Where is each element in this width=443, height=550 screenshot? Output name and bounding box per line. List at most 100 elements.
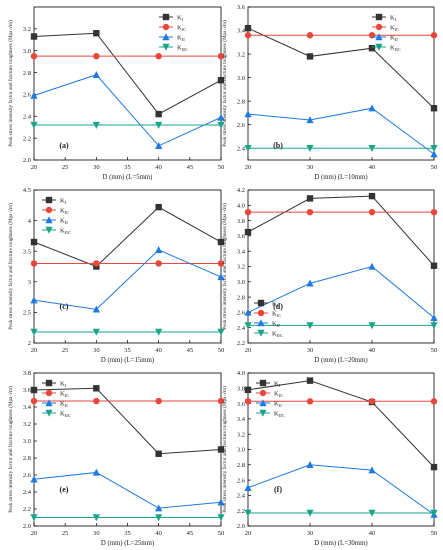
series-line-ki <box>247 380 435 468</box>
data-point-ki <box>217 238 225 246</box>
chart-panel: 20 30 40 50 2.2 2.4 2.6 2.8 3.0 3.2 3.4 3.6 3.8 4.0 4.… <box>221 187 438 364</box>
y-tick-label: 3.5 <box>23 248 31 255</box>
data-point-kii <box>430 150 438 158</box>
series-line-kii <box>247 464 435 515</box>
y-tick-label: 3.0 <box>237 447 245 454</box>
y-tick-label: 3.6 <box>23 387 32 394</box>
data-point-kiic <box>244 322 252 330</box>
legend: KI KIC KII KIIC <box>42 196 71 235</box>
y-tick-label: 3.8 <box>237 218 245 225</box>
y-tick-label: 2.4 <box>237 145 246 152</box>
chart-panel: 20 25 30 35 40 45 50 2 2.5 3 3.5 4 4.5 D (mm) (L=15mm… <box>7 187 225 364</box>
x-tick-label: 25 <box>62 530 69 537</box>
y-tick-label: 4.2 <box>237 187 245 194</box>
data-point-kiic <box>92 514 100 522</box>
panel-label: (c) <box>60 302 69 311</box>
series-line-kii <box>33 249 222 310</box>
legend-marker <box>257 309 265 317</box>
series-line-kii <box>247 107 435 155</box>
y-tick-label: 2.0 <box>23 157 31 164</box>
y-tick-label: 3.2 <box>237 51 245 58</box>
data-point-kii <box>368 104 376 112</box>
y-tick-label: 3.4 <box>237 28 246 35</box>
data-point-ki <box>368 44 376 52</box>
legend-marker <box>45 196 53 204</box>
chart-panel: 20 25 30 35 40 45 50 2.0 2.2 2.4 2.6 2.8 3.0 3.2 D (mm… <box>7 6 225 181</box>
legend-marker <box>375 43 383 51</box>
data-point-ki <box>30 386 38 394</box>
legend-marker <box>162 13 170 21</box>
x-tick-label: 20 <box>31 347 38 354</box>
y-tick-label: 3.0 <box>237 75 245 82</box>
y-axis-label: Peak stress intensity factor and fractur… <box>221 386 228 513</box>
data-point-kic <box>93 260 100 267</box>
data-point-kiic <box>155 121 163 129</box>
legend-marker <box>45 399 53 407</box>
data-point-ki <box>306 377 314 384</box>
legend-label: KI <box>272 301 279 309</box>
data-point-kiic <box>30 514 38 522</box>
legend-label: KII <box>390 35 398 43</box>
legend-marker <box>45 389 53 397</box>
y-axis-label: Peak stress intensity factor and fractur… <box>7 386 14 513</box>
y-tick-label: 2.2 <box>23 135 31 142</box>
y-tick-label: 2.4 <box>237 493 246 500</box>
data-point-kii <box>306 279 314 287</box>
plot-frame <box>247 6 435 161</box>
data-point-ki <box>430 463 438 471</box>
data-point-ki <box>368 192 376 200</box>
x-axis-label: D (mm) (L=25mm) <box>101 540 154 547</box>
x-axis-label: D (mm) (L=20mm) <box>314 357 367 364</box>
chart-panel: 20 25 30 35 40 45 50 2.0 2.2 2.4 2.6 2.8 3.0 3.2 3.4 3.… <box>7 370 225 547</box>
data-point-kic <box>155 52 162 60</box>
data-point-kic <box>217 260 225 267</box>
legend-label: KI <box>274 381 281 389</box>
y-tick-label: 2.4 <box>23 489 32 496</box>
data-point-ki <box>244 386 252 394</box>
y-tick-label: 2.0 <box>23 523 31 530</box>
y-tick-label: 2.2 <box>237 340 245 347</box>
data-point-kic <box>430 398 438 405</box>
x-tick-label: 45 <box>187 347 194 354</box>
legend-marker <box>45 216 53 224</box>
y-tick-label: 3.4 <box>237 416 246 423</box>
panel-label: (e) <box>60 485 69 494</box>
x-tick-label: 20 <box>31 530 38 537</box>
y-tick-label: 2.8 <box>23 70 31 77</box>
y-tick-label: 2.6 <box>237 122 246 129</box>
x-tick-label: 20 <box>245 164 252 171</box>
y-tick-label: 2.4 <box>237 325 246 332</box>
data-point-kii <box>244 110 252 118</box>
legend: KI KIC KII KIIC <box>372 13 401 52</box>
data-point-kiic <box>244 145 252 153</box>
legend-label: KII <box>274 401 282 409</box>
series-line-ki <box>247 195 435 267</box>
y-axis-label: Peak stress intensity factor and fractur… <box>7 203 14 330</box>
data-point-kii <box>368 466 376 474</box>
legend-marker <box>257 329 265 337</box>
y-tick-label: 3.8 <box>237 386 245 393</box>
x-tick-label: 30 <box>93 530 100 537</box>
data-point-ki <box>155 110 162 118</box>
legend-marker <box>45 379 53 387</box>
x-tick-label: 40 <box>369 530 376 537</box>
y-tick-label: 3.4 <box>23 404 32 411</box>
x-tick-label: 50 <box>431 530 438 537</box>
x-axis-label: D (mm) (L=30mm) <box>314 540 367 547</box>
x-tick-label: 50 <box>218 164 225 171</box>
x-tick-label: 50 <box>431 347 438 354</box>
data-point-kic <box>244 32 252 39</box>
data-point-kic <box>244 208 252 216</box>
data-point-kic <box>30 52 38 60</box>
legend: KI KIC KII KIIC <box>254 299 283 338</box>
data-point-kii <box>244 483 252 491</box>
x-tick-label: 30 <box>93 164 100 171</box>
legend-label: KII <box>60 218 68 226</box>
panel-label: (b) <box>273 141 283 150</box>
y-tick-label: 3.2 <box>23 421 31 428</box>
data-point-kii <box>306 461 314 468</box>
legend-label: KIC <box>274 391 283 399</box>
x-tick-label: 45 <box>187 164 194 171</box>
data-point-ki <box>306 195 314 202</box>
